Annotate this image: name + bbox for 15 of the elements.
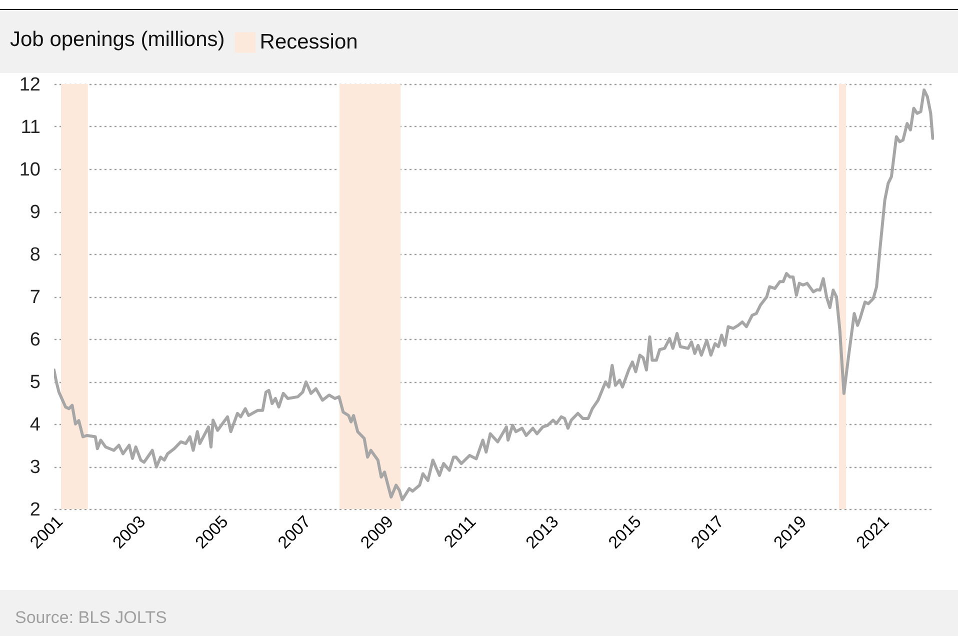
line-series [54,88,934,502]
y-tick-label: 6 [30,330,40,350]
chart-title: Job openings (millions) [10,28,225,52]
y-tick-label: 5 [30,372,40,393]
legend-label: Recession [260,30,358,54]
y-tick-label: 7 [30,287,40,308]
y-tick-label: 12 [19,74,40,96]
y-tick-label: 10 [19,160,40,180]
y-tick-label: 3 [30,457,40,478]
y-tick-label: 11 [20,117,40,138]
y-tick-label: 2 [30,500,40,520]
y-tick-label: 4 [30,414,41,436]
y-tick-label: 8 [30,244,40,266]
y-tick-label: 9 [30,202,40,223]
source-note: Source: BLS JOLTS [15,608,167,628]
